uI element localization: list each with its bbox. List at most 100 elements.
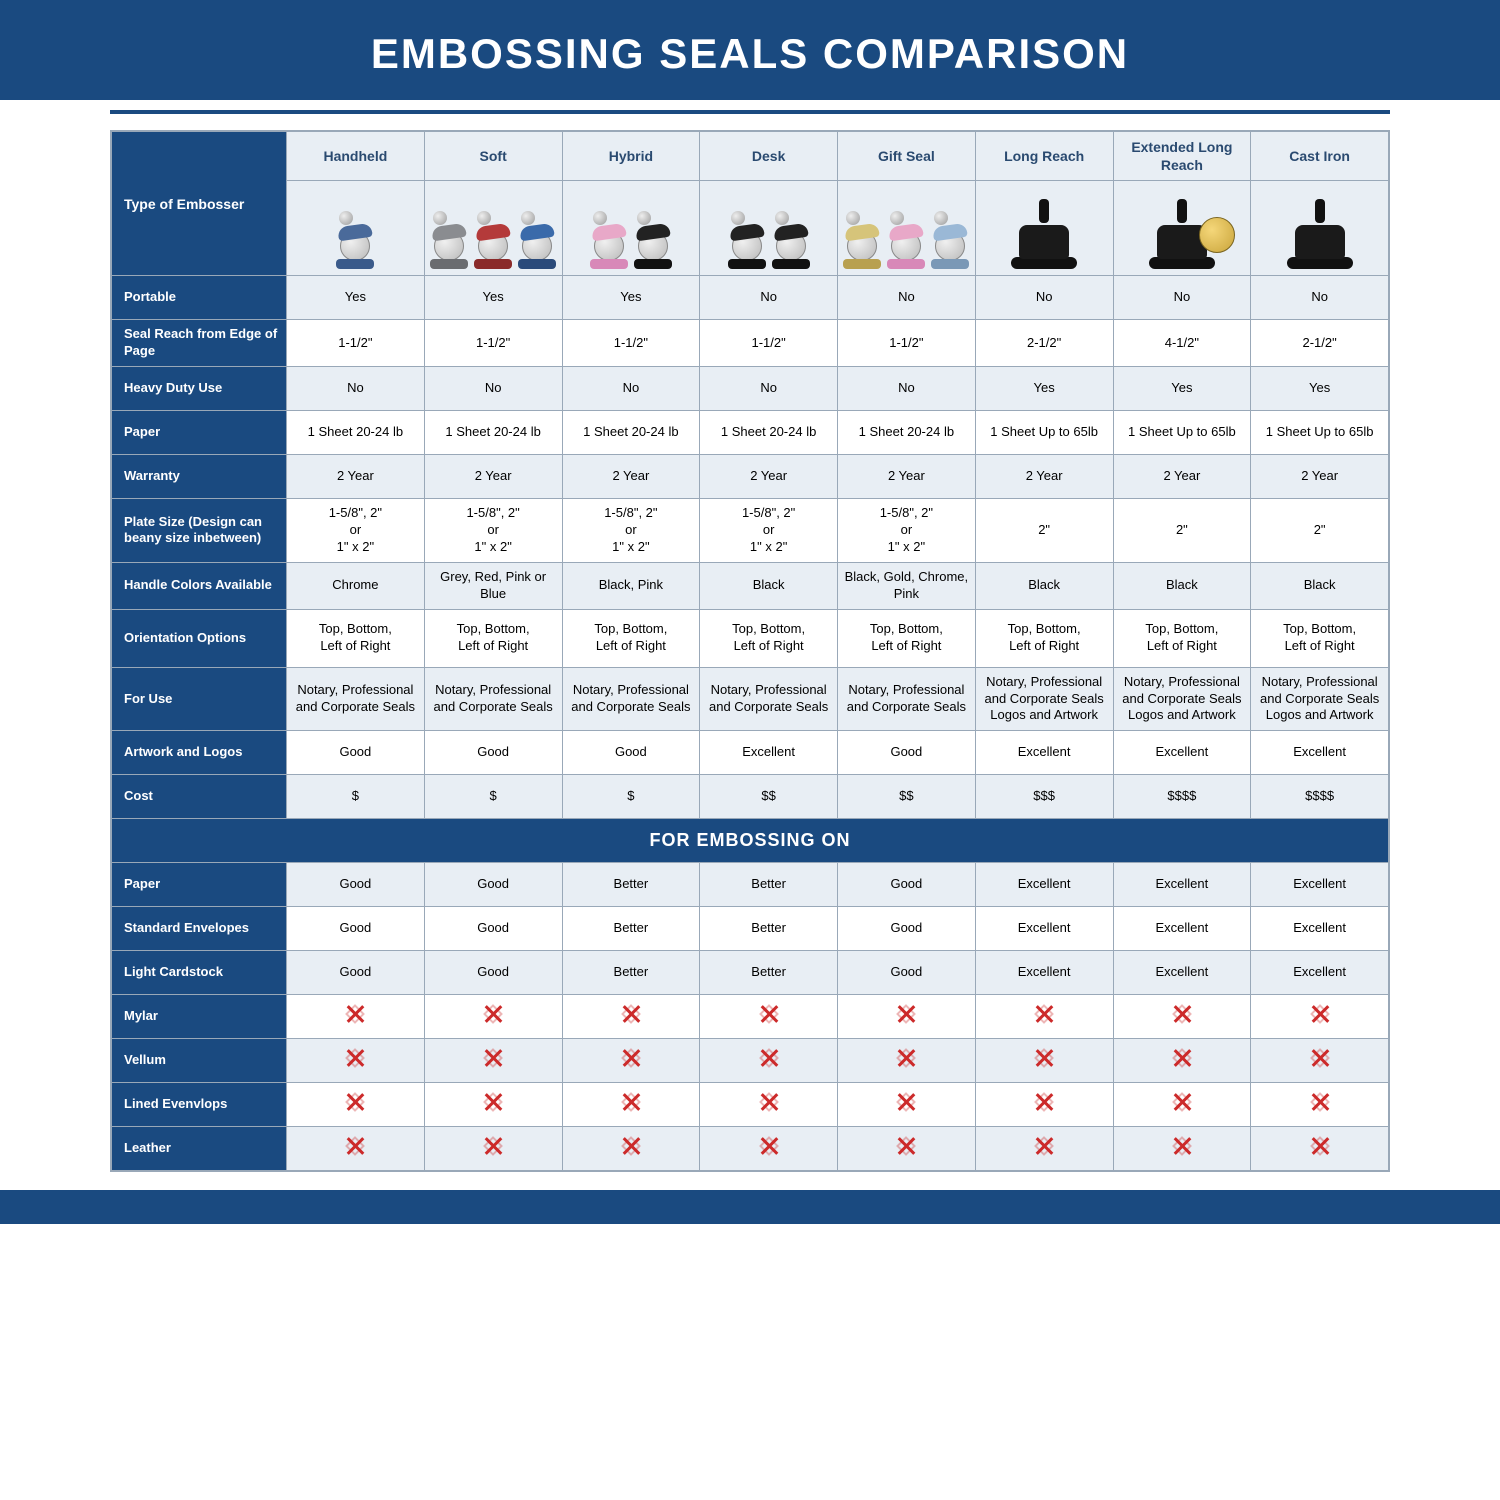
cell bbox=[700, 1127, 838, 1171]
cell: Notary, Professional and Corporate Seals bbox=[424, 667, 562, 731]
row-label: Handle Colors Available bbox=[112, 562, 287, 609]
cell bbox=[700, 1083, 838, 1127]
cell bbox=[424, 995, 562, 1039]
cell: Excellent bbox=[1113, 863, 1251, 907]
row-label: Warranty bbox=[112, 455, 287, 499]
cell: Excellent bbox=[975, 863, 1113, 907]
not-supported-icon bbox=[759, 1136, 779, 1156]
cell: 1-5/8", 2"or1" x 2" bbox=[287, 499, 425, 563]
not-supported-icon bbox=[1034, 1048, 1054, 1068]
cell: 1 Sheet 20-24 lb bbox=[700, 411, 838, 455]
page-title: EMBOSSING SEALS COMPARISON bbox=[0, 30, 1500, 78]
cell: $$$$ bbox=[1113, 775, 1251, 819]
cell: 1-1/2" bbox=[562, 320, 700, 367]
cell: Good bbox=[838, 951, 976, 995]
col-header-long: Long Reach bbox=[975, 132, 1113, 181]
cell: Good bbox=[287, 907, 425, 951]
col-header-xlong: Extended Long Reach bbox=[1113, 132, 1251, 181]
cell: 1 Sheet 20-24 lb bbox=[562, 411, 700, 455]
cell: Good bbox=[287, 731, 425, 775]
cell: 2-1/2" bbox=[1251, 320, 1389, 367]
cell: 2 Year bbox=[1251, 455, 1389, 499]
not-supported-icon bbox=[759, 1092, 779, 1112]
product-image-hybrid bbox=[562, 181, 700, 276]
row-label: Seal Reach from Edge of Page bbox=[112, 320, 287, 367]
cell: 2" bbox=[1251, 499, 1389, 563]
cell: 1-1/2" bbox=[838, 320, 976, 367]
col-header-hybrid: Hybrid bbox=[562, 132, 700, 181]
not-supported-icon bbox=[345, 1136, 365, 1156]
product-image-gift bbox=[838, 181, 976, 276]
cell: Excellent bbox=[1251, 907, 1389, 951]
cell: $$$ bbox=[975, 775, 1113, 819]
row-label: Standard Envelopes bbox=[112, 907, 287, 951]
cell bbox=[975, 1127, 1113, 1171]
not-supported-icon bbox=[621, 1136, 641, 1156]
cell: No bbox=[424, 367, 562, 411]
cell: Notary, Professional and Corporate Seals bbox=[700, 667, 838, 731]
row-label: Portable bbox=[112, 276, 287, 320]
cell: $ bbox=[424, 775, 562, 819]
cell bbox=[838, 1083, 976, 1127]
cell: Notary, Professional and Corporate Seals bbox=[287, 667, 425, 731]
cell: Excellent bbox=[1251, 863, 1389, 907]
cell: $ bbox=[562, 775, 700, 819]
not-supported-icon bbox=[759, 1004, 779, 1024]
cell: Good bbox=[562, 731, 700, 775]
cell: 2" bbox=[975, 499, 1113, 563]
cell: No bbox=[562, 367, 700, 411]
col-header-soft: Soft bbox=[424, 132, 562, 181]
cell bbox=[1251, 1127, 1389, 1171]
cell: Excellent bbox=[1251, 951, 1389, 995]
cell: 1 Sheet Up to 65lb bbox=[975, 411, 1113, 455]
cell bbox=[1113, 995, 1251, 1039]
cell: Excellent bbox=[975, 951, 1113, 995]
row-label: Lined Evenvlops bbox=[112, 1083, 287, 1127]
cell: Better bbox=[700, 863, 838, 907]
cell: 1-1/2" bbox=[287, 320, 425, 367]
not-supported-icon bbox=[1172, 1048, 1192, 1068]
col-header-desk: Desk bbox=[700, 132, 838, 181]
cell: No bbox=[287, 367, 425, 411]
cell: 2 Year bbox=[700, 455, 838, 499]
cell bbox=[424, 1083, 562, 1127]
not-supported-icon bbox=[483, 1048, 503, 1068]
cell bbox=[1251, 1039, 1389, 1083]
cell: Notary, Professional and Corporate Seals… bbox=[975, 667, 1113, 731]
cell: No bbox=[700, 276, 838, 320]
cell: Notary, Professional and Corporate Seals… bbox=[1113, 667, 1251, 731]
cell: Yes bbox=[424, 276, 562, 320]
cell: 1-5/8", 2"or1" x 2" bbox=[424, 499, 562, 563]
not-supported-icon bbox=[1034, 1136, 1054, 1156]
row-label: Orientation Options bbox=[112, 609, 287, 667]
cell bbox=[700, 995, 838, 1039]
product-image-long bbox=[975, 181, 1113, 276]
not-supported-icon bbox=[621, 1092, 641, 1112]
embosser-icon bbox=[589, 209, 629, 269]
cell: Better bbox=[562, 907, 700, 951]
cell: $ bbox=[287, 775, 425, 819]
cell bbox=[1251, 1083, 1389, 1127]
cell: 2" bbox=[1113, 499, 1251, 563]
cell bbox=[975, 1039, 1113, 1083]
cell: 1-5/8", 2"or1" x 2" bbox=[562, 499, 700, 563]
not-supported-icon bbox=[345, 1004, 365, 1024]
not-supported-icon bbox=[896, 1136, 916, 1156]
col-header-handheld: Handheld bbox=[287, 132, 425, 181]
cell bbox=[838, 1127, 976, 1171]
cell: Black bbox=[700, 562, 838, 609]
row-label: Mylar bbox=[112, 995, 287, 1039]
product-image-soft bbox=[424, 181, 562, 276]
col-header-iron: Cast Iron bbox=[1251, 132, 1389, 181]
cell: Top, Bottom,Left of Right bbox=[287, 609, 425, 667]
row-label: Paper bbox=[112, 411, 287, 455]
divider-line bbox=[110, 110, 1390, 114]
cell: $$ bbox=[700, 775, 838, 819]
cell: Top, Bottom,Left of Right bbox=[838, 609, 976, 667]
cell: Better bbox=[562, 863, 700, 907]
embosser-icon bbox=[930, 209, 970, 269]
cell bbox=[287, 995, 425, 1039]
cell bbox=[1113, 1039, 1251, 1083]
heavy-embosser-icon bbox=[1009, 199, 1079, 269]
cell bbox=[975, 1083, 1113, 1127]
